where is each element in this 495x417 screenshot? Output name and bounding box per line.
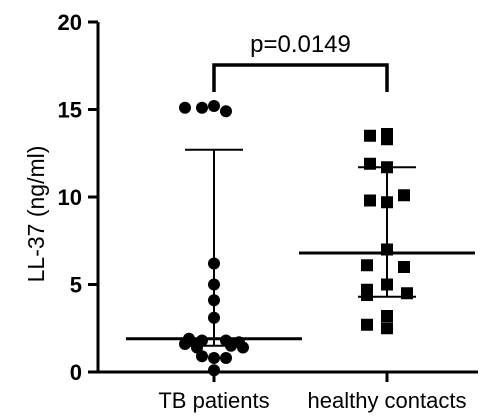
data-point-circle bbox=[208, 364, 220, 377]
data-point-circle bbox=[208, 257, 220, 270]
data-point-square bbox=[381, 322, 393, 335]
data-point-circle bbox=[196, 350, 208, 363]
data-point-square bbox=[398, 189, 410, 202]
y-tick-label: 15 bbox=[58, 98, 82, 123]
x-tick-label: healthy contacts bbox=[308, 388, 467, 413]
data-point-circle bbox=[191, 341, 203, 354]
data-point-square bbox=[381, 161, 393, 174]
data-point-circle bbox=[208, 278, 220, 291]
y-axis-title: LL-37 (ng/ml) bbox=[23, 146, 49, 283]
data-point-circle bbox=[208, 294, 220, 307]
y-tick-label: 0 bbox=[70, 360, 82, 385]
x-ticks: TB patients healthy contacts bbox=[158, 372, 466, 413]
data-point-circle bbox=[208, 100, 220, 112]
p-value-annotation: p=0.0149 bbox=[250, 31, 351, 58]
data-point-circle bbox=[237, 341, 249, 354]
data-point-square bbox=[361, 289, 373, 301]
data-point-circle bbox=[179, 338, 191, 350]
data-point-square bbox=[381, 310, 393, 322]
bracket-line bbox=[212, 63, 389, 92]
data-point-square bbox=[364, 157, 376, 170]
data-point-square bbox=[381, 133, 393, 146]
data-point-square bbox=[381, 278, 393, 291]
significance-bracket: p=0.0149 bbox=[212, 31, 389, 92]
data-point-circle bbox=[220, 352, 232, 364]
data-point-square bbox=[364, 129, 376, 142]
y-tick-label: 10 bbox=[58, 185, 82, 210]
data-point-circle bbox=[208, 352, 220, 364]
summary-statistics bbox=[126, 148, 475, 347]
y-tick-label: 20 bbox=[58, 10, 82, 35]
data-point-square bbox=[401, 287, 413, 300]
data-point-circle bbox=[220, 105, 232, 118]
data-point-circle bbox=[196, 101, 208, 114]
data-point-square bbox=[381, 196, 393, 209]
data-point-circle bbox=[208, 311, 220, 324]
data-point-circle bbox=[225, 339, 237, 352]
axes bbox=[96, 22, 478, 374]
data-points bbox=[179, 100, 413, 377]
y-ticks: 0 5 10 15 20 bbox=[58, 10, 98, 385]
y-tick-label: 5 bbox=[70, 273, 82, 298]
data-point-square bbox=[361, 259, 373, 272]
data-point-square bbox=[361, 318, 373, 331]
data-point-square bbox=[398, 261, 410, 273]
data-point-square bbox=[381, 243, 393, 256]
data-point-square bbox=[364, 194, 376, 207]
data-point-circle bbox=[179, 101, 191, 114]
x-tick-label: TB patients bbox=[158, 388, 269, 413]
